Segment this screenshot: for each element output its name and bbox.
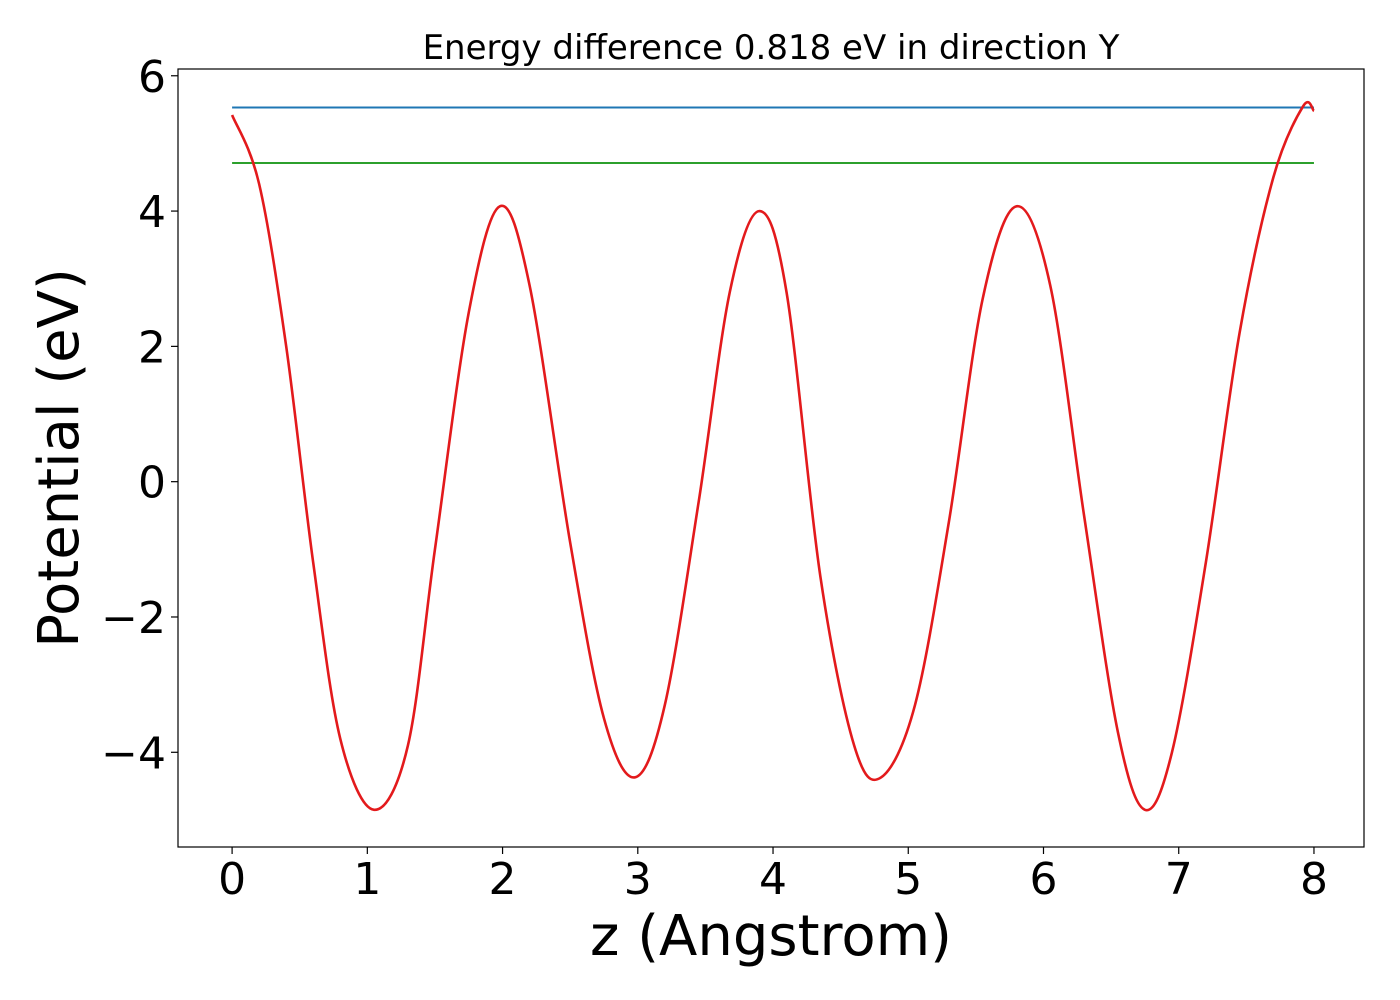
x-tick-label: 8 — [1300, 854, 1328, 905]
y-tick-label: 6 — [138, 52, 166, 103]
x-tick-label: 6 — [1029, 854, 1057, 905]
series-layer — [230, 100, 1315, 812]
x-axis: 0 1 2 3 4 5 6 7 8 — [218, 847, 1328, 905]
series-line-3 — [230, 100, 1315, 812]
x-tick-label: 5 — [894, 854, 922, 905]
plot-frame — [177, 68, 1365, 848]
x-tick-label: 0 — [218, 854, 246, 905]
y-tick-label: 2 — [138, 322, 166, 373]
y-tick-label: −2 — [101, 593, 166, 644]
x-tick-label: 3 — [624, 854, 652, 905]
y-axis: −4 −2 0 2 4 6 — [101, 52, 178, 779]
x-axis-label: z (Angstrom) — [590, 904, 952, 969]
x-tick-label: 2 — [489, 854, 517, 905]
chart-title: Energy difference 0.818 eV in direction … — [423, 28, 1120, 68]
x-tick-label: 7 — [1165, 854, 1193, 905]
y-axis-label: Potential (eV) — [27, 268, 92, 648]
x-tick-label: 4 — [759, 854, 787, 905]
y-tick-label: −4 — [101, 728, 166, 779]
y-tick-label: 0 — [138, 458, 166, 509]
y-tick-label: 4 — [138, 187, 166, 238]
x-tick-label: 1 — [353, 854, 381, 905]
